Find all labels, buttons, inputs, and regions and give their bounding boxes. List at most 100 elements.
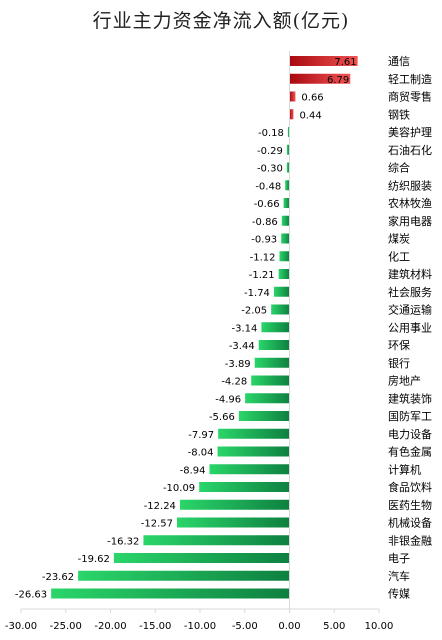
category-label-非银金融: 非银金融 — [388, 533, 432, 547]
category-label-商贸零售: 商贸零售 — [388, 90, 432, 104]
bar-电子 — [113, 553, 290, 563]
value-label-建筑材料: -1.21 — [249, 270, 275, 281]
value-label-机械设备: -12.57 — [141, 519, 173, 530]
value-label-纺织服装: -0.48 — [255, 181, 281, 192]
bar-传媒 — [51, 588, 290, 599]
category-label-轻工制造: 轻工制造 — [388, 72, 432, 86]
bar-钢铁 — [289, 109, 294, 120]
category-label-综合: 综合 — [388, 161, 410, 175]
value-label-农林牧渔: -0.66 — [254, 199, 280, 210]
value-label-国防军工: -5.66 — [209, 412, 235, 423]
category-label-汽车: 汽车 — [388, 569, 410, 583]
value-label-环保: -3.44 — [229, 341, 255, 352]
x-tick-label: -10.00 — [184, 621, 216, 632]
category-label-社会服务: 社会服务 — [388, 285, 432, 299]
bar-建筑装饰 — [245, 393, 290, 404]
category-label-美容护理: 美容护理 — [388, 125, 432, 139]
value-label-非银金融: -16.32 — [107, 536, 139, 547]
value-label-家用电器: -0.86 — [252, 217, 278, 228]
category-label-建筑装饰: 建筑装饰 — [388, 391, 432, 405]
bar-家用电器 — [281, 215, 290, 226]
value-label-传媒: -26.63 — [15, 590, 47, 601]
category-label-化工: 化工 — [388, 249, 410, 263]
category-label-食品饮料: 食品饮料 — [388, 480, 432, 494]
category-label-计算机: 计算机 — [388, 462, 421, 476]
value-label-美容护理: -0.18 — [258, 128, 284, 139]
bar-汽车 — [78, 570, 290, 581]
x-tick-label: -25.00 — [50, 621, 82, 632]
x-tick-label: -20.00 — [94, 621, 126, 632]
category-label-家用电器: 家用电器 — [388, 214, 432, 228]
value-label-计算机: -8.94 — [180, 465, 206, 476]
category-label-建筑材料: 建筑材料 — [388, 267, 432, 281]
chart-title: 行业主力资金净流入额(亿元) — [92, 10, 350, 32]
value-label-电力设备: -7.97 — [188, 430, 214, 441]
value-label-银行: -3.89 — [225, 359, 251, 370]
bar-非银金融 — [143, 535, 290, 546]
x-tick-label: -5.00 — [232, 621, 258, 632]
category-label-钢铁: 钢铁 — [388, 108, 410, 121]
x-tick-label: 5.00 — [323, 621, 345, 632]
x-tick-label: -30.00 — [5, 621, 37, 632]
category-label-银行: 银行 — [388, 356, 410, 370]
value-label-建筑装饰: -4.96 — [215, 394, 241, 405]
bar-通信 — [289, 56, 358, 66]
category-label-有色金属: 有色金属 — [388, 445, 432, 459]
bar-交通运输 — [271, 304, 290, 315]
category-label-传媒: 传媒 — [388, 588, 410, 601]
value-label-石油石化: -0.29 — [257, 146, 283, 157]
value-label-公用事业: -3.14 — [232, 323, 258, 334]
bar-房地产 — [251, 375, 290, 386]
bars-layer: 7.61 通信 6.79 轻工制造 0.66 商贸零售 0.44 钢铁 -0.18 美容护理 -0.… — [15, 55, 432, 601]
bar-轻工制造 — [289, 73, 351, 84]
value-label-社会服务: -1.74 — [244, 288, 270, 299]
category-label-机械设备: 机械设备 — [388, 516, 432, 530]
category-label-国防军工: 国防军工 — [388, 409, 432, 423]
bar-银行 — [254, 357, 290, 368]
value-label-食品饮料: -10.09 — [163, 483, 195, 494]
category-label-通信: 通信 — [388, 55, 410, 68]
bar-电力设备 — [218, 428, 290, 439]
x-tick-label: -15.00 — [139, 621, 171, 632]
category-label-石油石化: 石油石化 — [388, 143, 432, 157]
bar-煤炭 — [281, 233, 290, 244]
x-axis: -30.00 -25.00 -20.00 -15.00 -10.00 -5.00 0.00 5… — [5, 51, 393, 632]
value-label-钢铁: 0.44 — [299, 110, 321, 121]
bar-公用事业 — [261, 322, 290, 333]
category-label-电子: 电子 — [388, 552, 410, 565]
value-label-化工: -1.12 — [250, 252, 276, 263]
bar-纺织服装 — [285, 180, 290, 191]
value-label-电子: -19.62 — [78, 554, 110, 565]
value-label-轻工制造: 6.79 — [327, 75, 349, 86]
bar-农林牧渔 — [283, 198, 290, 208]
bar-有色金属 — [217, 446, 290, 457]
value-label-医药生物: -12.24 — [144, 501, 176, 512]
category-label-纺织服装: 纺织服装 — [388, 178, 432, 192]
bar-食品饮料 — [199, 482, 290, 492]
bar-综合 — [286, 162, 290, 173]
bar-环保 — [258, 340, 290, 350]
value-label-商贸零售: 0.66 — [301, 93, 323, 104]
category-label-交通运输: 交通运输 — [388, 303, 432, 317]
category-label-煤炭: 煤炭 — [388, 233, 410, 246]
value-label-综合: -0.30 — [257, 164, 283, 175]
value-label-汽车: -23.62 — [42, 572, 74, 583]
value-label-有色金属: -8.04 — [188, 448, 214, 459]
bar-国防军工 — [238, 411, 290, 421]
category-label-电力设备: 电力设备 — [388, 427, 432, 441]
bar-计算机 — [209, 464, 290, 475]
x-tick-label: 10.00 — [365, 621, 394, 632]
category-label-环保: 环保 — [388, 338, 410, 352]
category-label-农林牧渔: 农林牧渔 — [388, 196, 432, 210]
category-label-房地产: 房地产 — [388, 374, 421, 388]
value-label-房地产: -4.28 — [221, 377, 247, 388]
value-label-交通运输: -2.05 — [241, 306, 267, 317]
category-label-医药生物: 医药生物 — [388, 498, 432, 512]
bar-商贸零售 — [289, 91, 296, 102]
category-label-公用事业: 公用事业 — [388, 321, 432, 334]
value-label-煤炭: -0.93 — [251, 235, 277, 246]
bar-医药生物 — [179, 499, 290, 510]
bar-社会服务 — [273, 286, 290, 297]
bar-机械设备 — [176, 517, 290, 528]
